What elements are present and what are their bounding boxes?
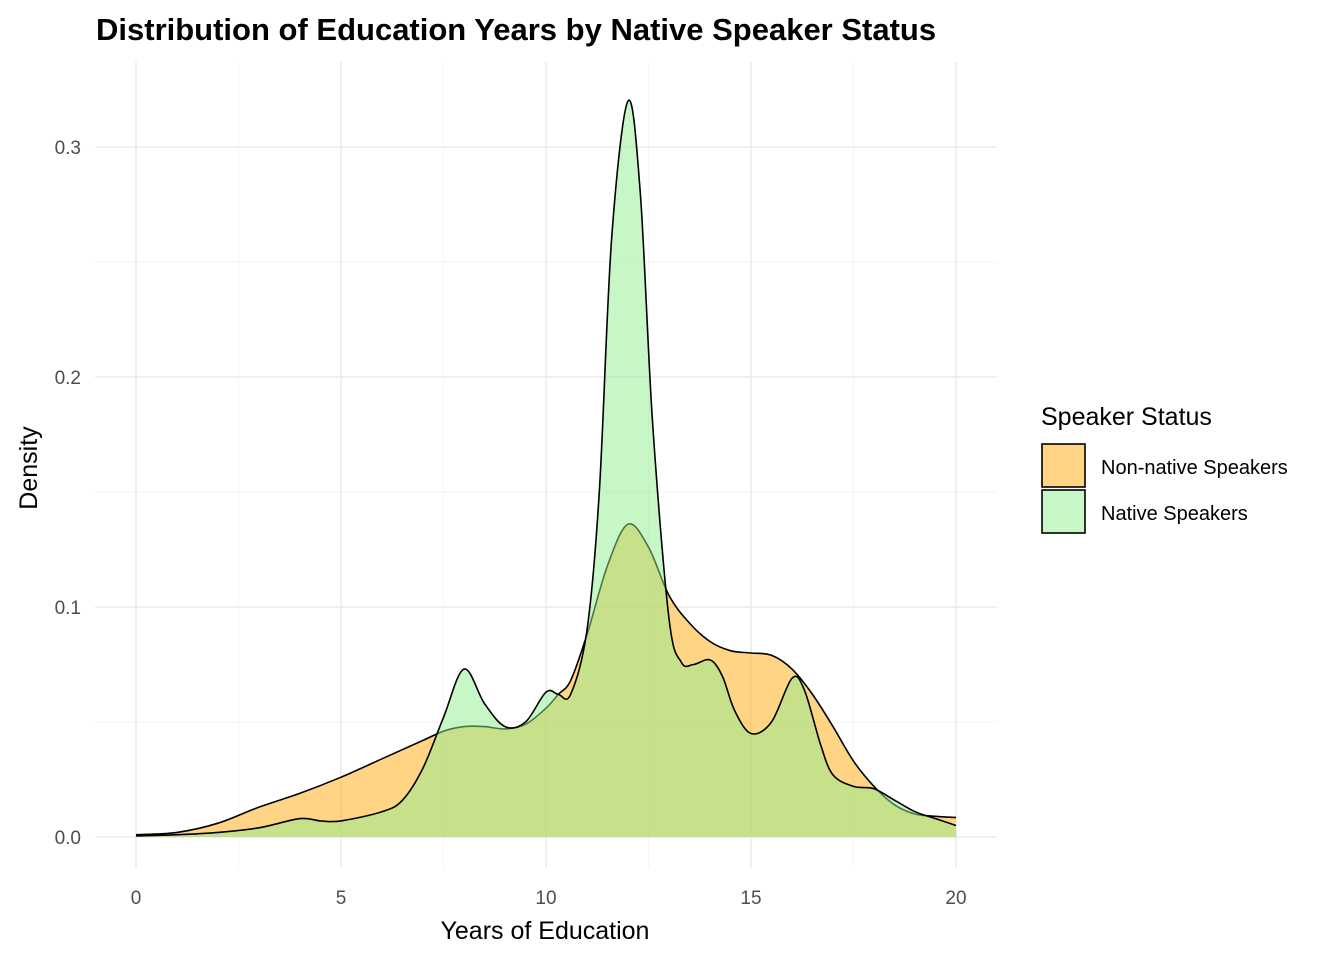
x-tick-label: 20 <box>945 888 966 909</box>
legend: Speaker Status Non-native Speakers Native… <box>1041 403 1288 534</box>
native-speakers-density-line <box>135 99 957 837</box>
x-tick-label: 0 <box>131 888 142 909</box>
x-axis-ticks: 0 5 10 15 20 <box>131 888 967 909</box>
non-native-speakers-legend-swatch <box>1041 443 1086 488</box>
x-tick-label: 10 <box>535 888 556 909</box>
y-tick-label: 0.2 <box>55 368 81 389</box>
x-tick-label: 15 <box>740 888 761 909</box>
native-speakers-legend-swatch <box>1041 489 1086 534</box>
x-tick-label: 5 <box>336 888 347 909</box>
chart-title: Distribution of Education Years by Nativ… <box>96 12 936 47</box>
native-speakers-legend-label: Native Speakers <box>1101 503 1248 525</box>
x-axis-title: Years of Education <box>441 917 650 945</box>
legend-title: Speaker Status <box>1041 403 1212 431</box>
y-axis-ticks: 0.0 0.1 0.2 0.3 <box>55 138 81 849</box>
y-axis-title: Density <box>15 426 43 510</box>
non-native-speakers-legend-label: Non-native Speakers <box>1101 457 1288 479</box>
y-tick-label: 0.3 <box>55 138 81 159</box>
density-areas <box>135 99 957 838</box>
y-tick-label: 0.1 <box>55 598 81 619</box>
y-tick-label: 0.0 <box>55 828 81 849</box>
